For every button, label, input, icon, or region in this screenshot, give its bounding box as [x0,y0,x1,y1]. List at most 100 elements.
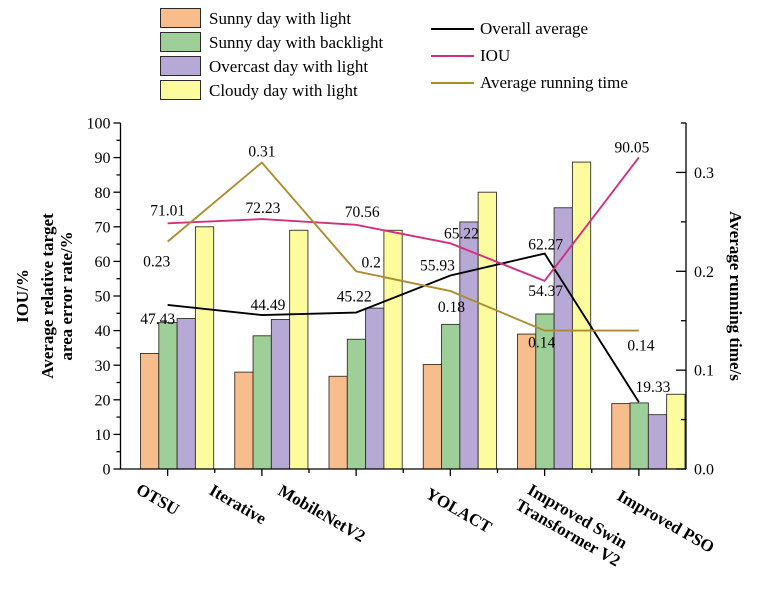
legend-label: Sunny day with light [209,8,352,28]
data-label: 90.05 [614,139,649,156]
data-label: 0.14 [627,338,654,355]
axes-layer [113,122,687,476]
data-label: 54.37 [528,283,563,300]
bar [611,403,631,470]
swatch-sunny-light [160,8,201,28]
right-axis-title: Average running time/s [726,211,745,381]
data-label: 47.43 [140,311,175,328]
legend-item-cloudy-light: Cloudy day with light [160,78,383,102]
bar [629,402,649,470]
line-iou [167,156,640,283]
bar [140,352,160,470]
legend-label: Cloudy day with light [209,80,358,100]
axis-titles-layer: IOU/% Average relative targetarea error r… [13,211,745,381]
left-axis-title-error-rate: Average relative targetarea error rate/% [38,213,76,379]
data-label: 0.14 [528,335,555,352]
bar [422,364,442,470]
line-overall-average [167,252,640,403]
data-label: 44.49 [250,297,285,314]
bar [289,229,309,470]
swatch-overcast-light [160,56,201,76]
left-axis-title-iou: IOU/% [13,269,32,323]
data-label: 65.22 [444,225,479,242]
left-axis-tick-label: 10 [95,427,111,444]
bar [647,414,668,470]
bar [176,318,196,470]
right-axis-tick-label: 0.2 [694,264,714,281]
bar [477,191,497,470]
legend-item-average-running-time: Average running time [431,69,628,96]
data-label: 72.23 [245,200,280,217]
data-label: 19.33 [635,379,670,396]
bar [158,322,178,470]
bar [270,319,291,470]
legend-item-overall-average: Overall average [431,15,628,42]
legend-item-overcast-light: Overcast day with light [160,54,383,78]
left-axis-tick-label: 70 [95,219,111,236]
data-label: 0.31 [248,144,275,161]
category-label: OTSU [133,480,183,520]
data-label: 71.01 [150,202,185,219]
bar [517,333,537,470]
left-axis-tick-label: 100 [87,116,111,133]
data-label: 70.56 [345,204,380,221]
legend-label: Overall average [480,19,589,38]
bar-series-4 [194,161,686,470]
bar [441,323,461,470]
bar [252,335,272,470]
legend-label: IOU [480,46,511,65]
category-labels-layer: OTSU Iterative MobileNetV2 YOLACT Improved S… [133,479,718,571]
left-axis-tick-label: 90 [95,150,111,167]
category-label: Iterative [206,481,270,529]
legend-item-iou: IOU [431,42,628,69]
data-labels-layer: 47.43 44.49 45.22 55.93 62.27 19.33 71.01 72.23… [140,139,670,396]
legend-label: Average running time [480,73,628,92]
line-average-running-time [167,161,639,332]
legend-item-sunny-backlight: Sunny day with backlight [160,30,383,54]
category-label: Improved PSO [614,486,718,557]
category-label: Improved SwinTransformer V2 [512,479,633,571]
bar [383,229,403,470]
bar [346,338,367,470]
swatch-sunny-backlight [160,32,201,52]
legend-label: Overcast day with light [209,56,369,76]
left-axis-tick-label: 20 [95,392,111,409]
left-axis-tick-label: 30 [95,358,111,375]
data-label: 0.18 [438,299,465,316]
data-label: 45.22 [337,289,372,306]
legend-item-sunny-light: Sunny day with light [160,6,383,30]
right-axis-tick-label: 0.0 [694,462,714,479]
legend-label: Sunny day with backlight [209,32,384,52]
right-axis-tick-label: 0.1 [694,363,714,380]
category-label: YOLACT [423,484,496,537]
line-sample-overall-average [431,27,474,30]
bar [571,161,592,470]
bar [459,221,479,470]
left-axis-tick-label: 40 [95,323,111,340]
left-axis-tick-label: 80 [95,185,111,202]
right-axis-tick-label: 0.3 [694,165,714,182]
swatch-cloudy-light [160,80,201,100]
left-axis-tick-label: 60 [95,254,111,271]
data-label: 0.2 [361,254,380,271]
data-label: 55.93 [420,257,455,274]
bar [365,307,385,470]
line-sample-iou [431,54,474,57]
lines-layer [167,156,640,403]
line-legend: Overall average IOU Average running time [431,15,628,96]
bar [194,226,215,470]
bar [328,375,348,470]
category-label: MobileNetV2 [275,481,369,546]
data-label: 0.23 [143,254,170,271]
data-label: 62.27 [528,237,563,254]
left-axis-tick-label: 50 [95,289,111,306]
left-axis-tick-label: 0 [103,462,111,479]
line-sample-average-running-time [431,81,474,84]
bar [234,371,254,470]
bar-legend: Sunny day with light Sunny day with back… [160,6,383,102]
bars-layer [140,161,686,470]
bar [666,393,686,470]
bar-series-2 [158,313,649,470]
